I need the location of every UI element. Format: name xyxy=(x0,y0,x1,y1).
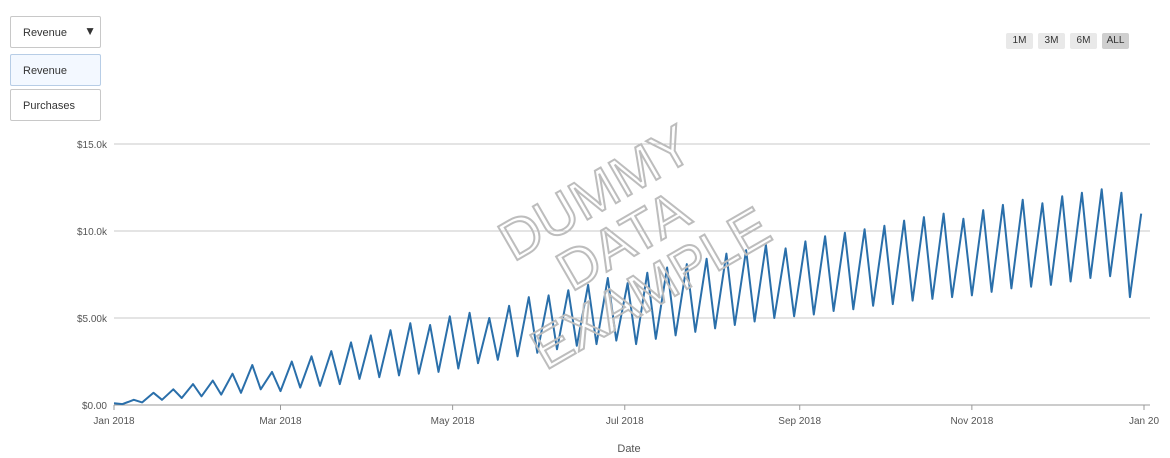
dropdown-option-purchases[interactable]: Purchases xyxy=(10,89,101,121)
y-tick-label: $10.0k xyxy=(77,227,108,238)
x-axis-label: Date xyxy=(617,443,640,455)
watermark-line-2: DATA xyxy=(546,177,700,302)
x-tick-label: Jul 2018 xyxy=(606,416,644,427)
grid-lines xyxy=(114,143,1150,319)
watermark-line-3: EXAMPLE xyxy=(520,194,781,381)
x-tick-label: Jan 2018 xyxy=(93,416,135,427)
series-lines xyxy=(113,188,1143,406)
dropdown-option-label: Purchases xyxy=(23,100,75,112)
x-tick-label: Sep 2018 xyxy=(778,416,821,427)
revenue-series-line xyxy=(113,188,1143,406)
range-button-6m[interactable]: 6M xyxy=(1070,33,1097,49)
watermark-line-1: DUMMY xyxy=(488,112,703,272)
y-tick-label: $5.00k xyxy=(77,314,108,325)
caret-down-icon: ▼ xyxy=(84,24,96,38)
y-tick-label: $15.0k xyxy=(77,140,108,151)
x-tick-label: Jan 20 xyxy=(1129,416,1159,427)
dropdown-option-revenue[interactable]: Revenue xyxy=(10,54,101,86)
range-selector: 1M 3M 6M ALL xyxy=(1006,33,1129,49)
range-button-1m[interactable]: 1M xyxy=(1006,33,1033,49)
metric-select[interactable]: Revenue ▼ xyxy=(10,16,101,48)
axes xyxy=(113,404,1150,410)
x-tick-label: May 2018 xyxy=(431,416,475,427)
metric-select-value: Revenue xyxy=(23,27,68,39)
watermark: DUMMY DATA EXAMPLE xyxy=(487,111,782,382)
range-button-all[interactable]: ALL xyxy=(1102,33,1129,49)
y-tick-label: $0.00 xyxy=(82,401,107,412)
x-tick-label: Mar 2018 xyxy=(259,416,302,427)
x-tick-label: Nov 2018 xyxy=(950,416,993,427)
range-button-3m[interactable]: 3M xyxy=(1038,33,1065,49)
dropdown-option-label: Revenue xyxy=(23,65,68,77)
tick-labels: $0.00 $5.00k $10.0k $15.0k Jan 2018 Mar 2018 M… xyxy=(77,140,1159,427)
